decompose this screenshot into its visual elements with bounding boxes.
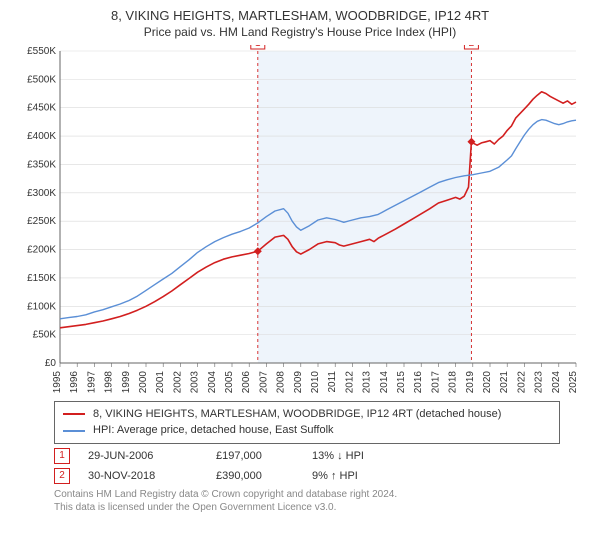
svg-text:2004: 2004 xyxy=(207,370,218,393)
svg-text:2005: 2005 xyxy=(224,370,235,393)
svg-text:2020: 2020 xyxy=(482,370,493,393)
tx-price: £390,000 xyxy=(216,470,294,482)
svg-text:2011: 2011 xyxy=(327,370,338,392)
legend-label: 8, VIKING HEIGHTS, MARTLESHAM, WOODBRIDG… xyxy=(93,406,501,423)
svg-text:£50K: £50K xyxy=(33,330,57,341)
svg-text:2022: 2022 xyxy=(516,370,527,393)
svg-text:2017: 2017 xyxy=(430,370,441,393)
svg-text:2016: 2016 xyxy=(413,370,424,393)
tx-hpi: 9% ↑ HPI xyxy=(312,470,392,482)
marker-badge: 1 xyxy=(54,448,70,464)
svg-text:2007: 2007 xyxy=(258,370,269,393)
legend-item-hpi: HPI: Average price, detached house, East… xyxy=(63,422,551,439)
svg-text:2021: 2021 xyxy=(499,370,510,393)
svg-text:2001: 2001 xyxy=(155,370,166,393)
svg-text:1996: 1996 xyxy=(69,370,80,393)
svg-text:1998: 1998 xyxy=(104,370,115,393)
svg-text:£350K: £350K xyxy=(27,159,56,170)
svg-text:2009: 2009 xyxy=(293,370,304,393)
svg-text:£500K: £500K xyxy=(27,74,56,85)
legend-swatch xyxy=(63,430,85,432)
legend-item-property: 8, VIKING HEIGHTS, MARTLESHAM, WOODBRIDG… xyxy=(63,406,551,423)
svg-text:2014: 2014 xyxy=(379,370,390,393)
tx-price: £197,000 xyxy=(216,450,294,462)
marker-badge: 2 xyxy=(54,468,70,484)
svg-text:£550K: £550K xyxy=(27,46,56,57)
svg-text:2008: 2008 xyxy=(276,370,287,393)
svg-text:£0: £0 xyxy=(45,358,57,369)
svg-text:2006: 2006 xyxy=(241,370,252,393)
svg-text:2010: 2010 xyxy=(310,370,321,393)
svg-text:2000: 2000 xyxy=(138,370,149,393)
svg-text:2013: 2013 xyxy=(362,370,373,393)
svg-text:2018: 2018 xyxy=(448,370,459,393)
svg-text:£100K: £100K xyxy=(27,301,56,312)
svg-text:£300K: £300K xyxy=(27,188,56,199)
legend: 8, VIKING HEIGHTS, MARTLESHAM, WOODBRIDG… xyxy=(54,401,560,444)
svg-text:2019: 2019 xyxy=(465,370,476,393)
page-subtitle: Price paid vs. HM Land Registry's House … xyxy=(12,25,588,39)
svg-text:2024: 2024 xyxy=(551,370,562,393)
price-chart: £0 £50K £100K £150K £200K £250K £300K £350K £400… xyxy=(12,45,588,395)
svg-text:2015: 2015 xyxy=(396,370,407,393)
svg-text:£200K: £200K xyxy=(27,244,56,255)
svg-text:1997: 1997 xyxy=(86,370,97,393)
svg-text:2003: 2003 xyxy=(190,370,201,393)
svg-text:1: 1 xyxy=(255,45,261,49)
svg-text:2023: 2023 xyxy=(534,370,545,393)
legend-label: HPI: Average price, detached house, East… xyxy=(93,422,334,439)
chart-svg: £0 £50K £100K £150K £200K £250K £300K £350K £400… xyxy=(12,45,588,395)
svg-text:£250K: £250K xyxy=(27,216,56,227)
svg-text:2002: 2002 xyxy=(172,370,183,393)
svg-text:£400K: £400K xyxy=(27,131,56,142)
legend-swatch xyxy=(63,413,85,415)
svg-text:2025: 2025 xyxy=(568,370,579,393)
svg-text:2012: 2012 xyxy=(344,370,355,393)
svg-text:1999: 1999 xyxy=(121,370,132,393)
tx-date: 29-JUN-2006 xyxy=(88,450,198,462)
tx-hpi: 13% ↓ HPI xyxy=(312,450,392,462)
svg-text:2: 2 xyxy=(469,45,475,49)
transaction-row: 1 29-JUN-2006 £197,000 13% ↓ HPI xyxy=(54,448,588,464)
tx-date: 30-NOV-2018 xyxy=(88,470,198,482)
footnote: Contains HM Land Registry data © Crown c… xyxy=(54,488,588,514)
page-title: 8, VIKING HEIGHTS, MARTLESHAM, WOODBRIDG… xyxy=(12,8,588,25)
svg-text:1995: 1995 xyxy=(52,370,63,393)
svg-text:£150K: £150K xyxy=(27,273,56,284)
transaction-row: 2 30-NOV-2018 £390,000 9% ↑ HPI xyxy=(54,468,588,484)
svg-text:£450K: £450K xyxy=(27,103,56,114)
